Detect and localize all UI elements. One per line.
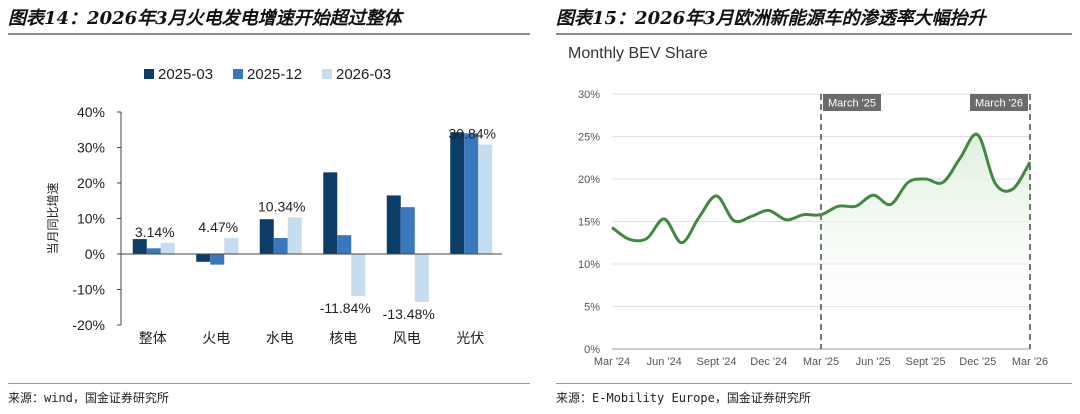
- bev-chart: Monthly BEV Share 30% 25% 20% 15% 10% 5% 0% Marc…: [568, 45, 1048, 368]
- chart-title: Monthly BEV Share: [568, 45, 708, 62]
- y-tick-label: 40%: [77, 104, 105, 120]
- bar: [273, 238, 288, 254]
- bar: [210, 254, 225, 265]
- legend-label: 2025-12: [247, 66, 302, 83]
- x-tick-label: Dec '25: [959, 356, 996, 368]
- y-tick-label: 30%: [77, 140, 105, 156]
- y-tick-label: 0%: [584, 344, 600, 356]
- bar: [287, 217, 302, 254]
- x-tick-label: 整体: [139, 330, 167, 346]
- y-tick-label: 20%: [77, 175, 105, 191]
- left-source: 来源：wind，国金证券研究所: [8, 391, 169, 405]
- legend-swatch: [233, 69, 243, 79]
- bar: [323, 172, 338, 254]
- bar: [196, 254, 211, 262]
- y-tick-label: -20%: [72, 317, 105, 333]
- left-figure-title: 图表14：2026年3月火电发电增速开始超过整体: [8, 8, 402, 29]
- bar: [132, 239, 147, 254]
- data-label: 4.47%: [198, 219, 238, 235]
- y-tick-label: 15%: [578, 217, 600, 229]
- y-tick-label: 30%: [578, 89, 600, 101]
- data-label: 10.34%: [258, 198, 305, 214]
- data-label: 3.14%: [135, 224, 175, 240]
- y-tick-label: -10%: [72, 282, 105, 298]
- bar: [464, 133, 479, 254]
- data-label: -11.84%: [320, 300, 371, 316]
- x-tick-label: Mar '24: [594, 356, 630, 368]
- x-tick-label: 风电: [393, 330, 421, 346]
- bar-chart: 2025-03 2025-12 2026-03 40% 30% 20% 10% 0% -10% -…: [46, 66, 502, 346]
- x-tick-label: Mar '25: [803, 356, 839, 368]
- bar: [450, 132, 465, 254]
- marker-label-box: [823, 94, 881, 111]
- x-tick-label: 火电: [202, 330, 230, 346]
- x-tick-label: 核电: [329, 330, 357, 346]
- bar: [386, 195, 401, 254]
- legend-label: 2025-03: [158, 66, 213, 83]
- bar: [160, 242, 175, 254]
- x-tick-label: Mar '26: [1012, 356, 1048, 368]
- bar: [351, 254, 366, 297]
- bar: [337, 235, 352, 254]
- y-tick-label: 25%: [578, 132, 600, 144]
- legend-swatch: [144, 69, 154, 79]
- bar: [400, 207, 415, 254]
- data-label: -13.48%: [383, 306, 435, 322]
- bar: [478, 144, 493, 254]
- x-tick-label: Sept '25: [905, 356, 945, 368]
- right-title-rule: [556, 33, 1072, 35]
- y-axis-label: 当月同比增速: [46, 182, 60, 254]
- y-tick-label: 0%: [85, 246, 105, 262]
- x-tick-label: Jun '25: [856, 356, 891, 368]
- y-tick-label: 10%: [578, 259, 600, 271]
- left-title-rule: [8, 33, 530, 35]
- y-tick-label: 10%: [77, 211, 105, 227]
- x-tick-label: 光伏: [456, 330, 484, 346]
- x-tick-label: 水电: [266, 330, 294, 346]
- marker-label: March '25: [828, 98, 876, 110]
- left-source-rule: [8, 383, 530, 384]
- right-source-rule: [556, 383, 1072, 384]
- bar: [259, 219, 274, 254]
- x-tick-label: Jun '24: [647, 356, 682, 368]
- legend-swatch: [322, 69, 332, 79]
- y-tick-label: 20%: [578, 174, 600, 186]
- legend-label: 2026-03: [336, 66, 391, 83]
- right-source: 来源：E-Mobility Europe，国金证券研究所: [556, 391, 811, 405]
- right-figure-title: 图表15：2026年3月欧洲新能源车的渗透率大幅抬升: [556, 8, 986, 29]
- bev-line: [611, 132, 1032, 245]
- marker-label: March '26: [975, 98, 1023, 110]
- bar: [414, 254, 429, 302]
- x-tick-label: Sept '24: [696, 356, 736, 368]
- x-tick-label: Dec '24: [750, 356, 787, 368]
- y-tick-label: 5%: [584, 302, 600, 314]
- bev-area: [821, 134, 1030, 349]
- bar: [224, 238, 239, 254]
- data-label: 30.84%: [449, 126, 496, 142]
- marker-label-box: [970, 94, 1028, 111]
- bar: [146, 248, 161, 254]
